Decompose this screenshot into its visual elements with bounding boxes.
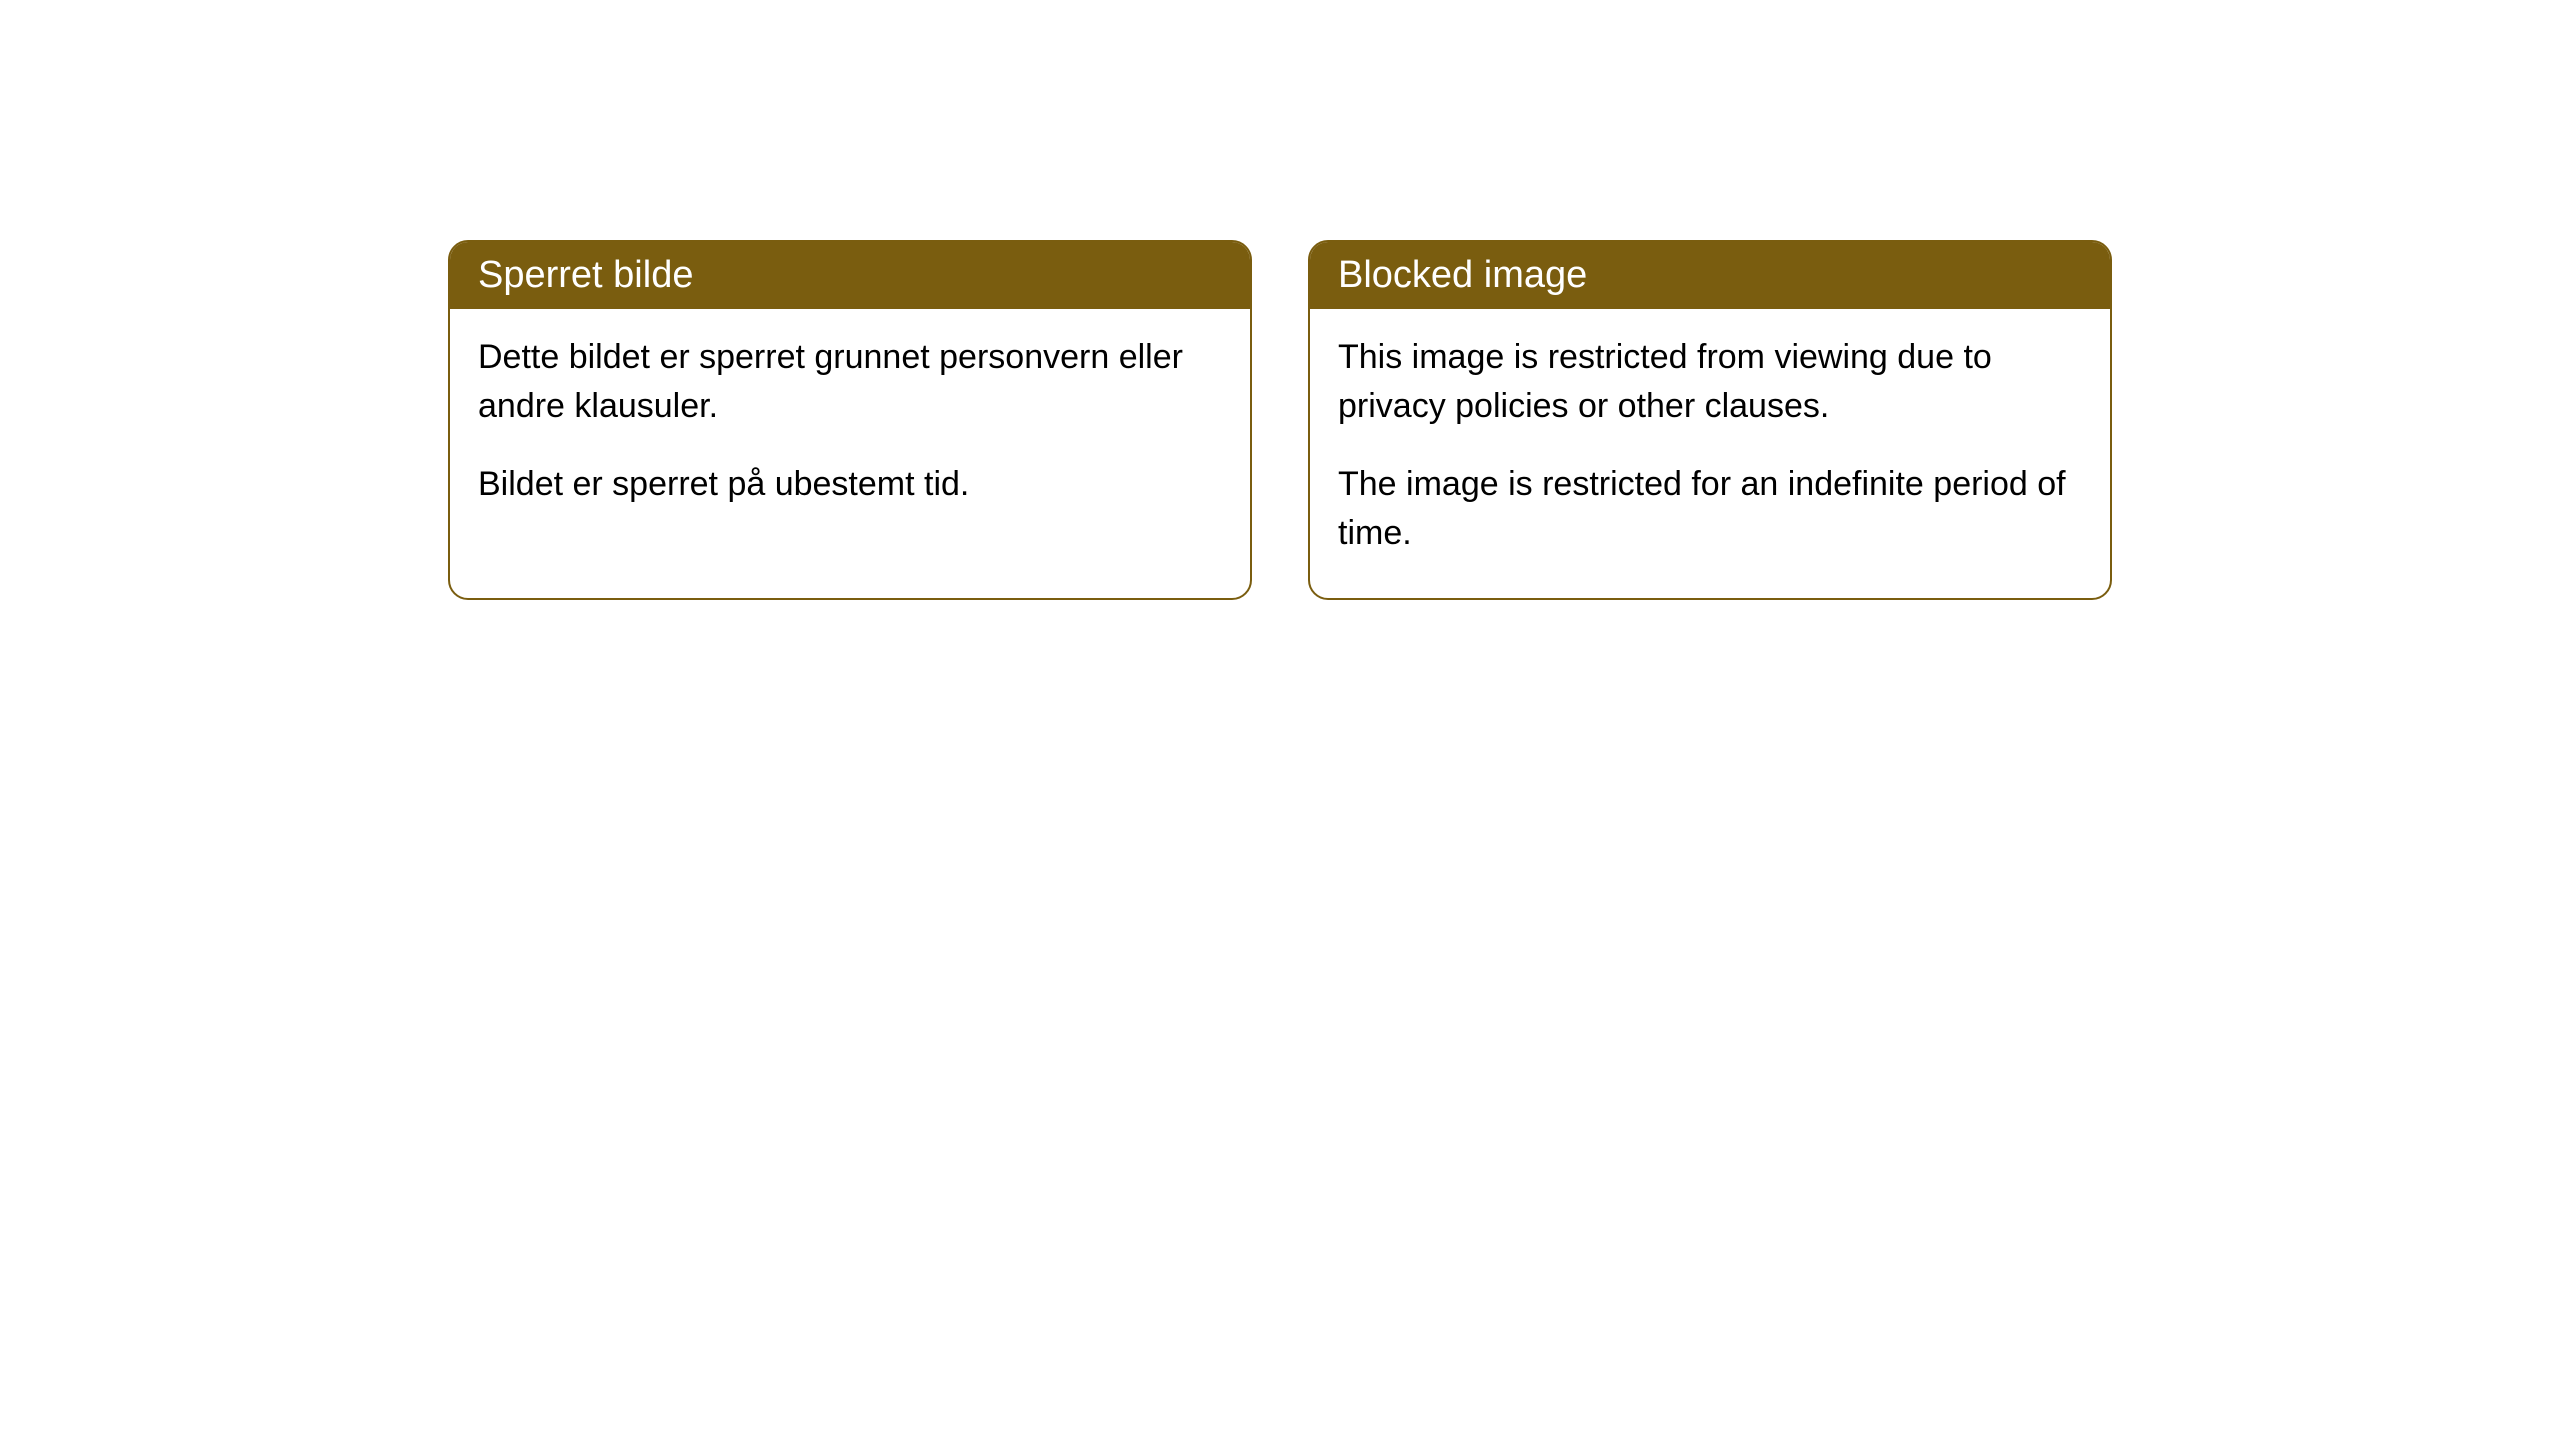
blocked-image-card-en: Blocked image This image is restricted f… bbox=[1308, 240, 2112, 600]
card-header-en: Blocked image bbox=[1310, 242, 2110, 309]
card-paragraph-1-no: Dette bildet er sperret grunnet personve… bbox=[478, 333, 1222, 432]
card-body-no: Dette bildet er sperret grunnet personve… bbox=[450, 309, 1250, 549]
card-body-en: This image is restricted from viewing du… bbox=[1310, 309, 2110, 598]
card-header-no: Sperret bilde bbox=[450, 242, 1250, 309]
blocked-image-card-no: Sperret bilde Dette bildet er sperret gr… bbox=[448, 240, 1252, 600]
card-paragraph-2-no: Bildet er sperret på ubestemt tid. bbox=[478, 460, 1222, 509]
notice-cards-container: Sperret bilde Dette bildet er sperret gr… bbox=[0, 0, 2560, 600]
card-paragraph-1-en: This image is restricted from viewing du… bbox=[1338, 333, 2082, 432]
card-title-en: Blocked image bbox=[1338, 254, 1587, 296]
card-paragraph-2-en: The image is restricted for an indefinit… bbox=[1338, 460, 2082, 559]
card-title-no: Sperret bilde bbox=[478, 254, 693, 296]
